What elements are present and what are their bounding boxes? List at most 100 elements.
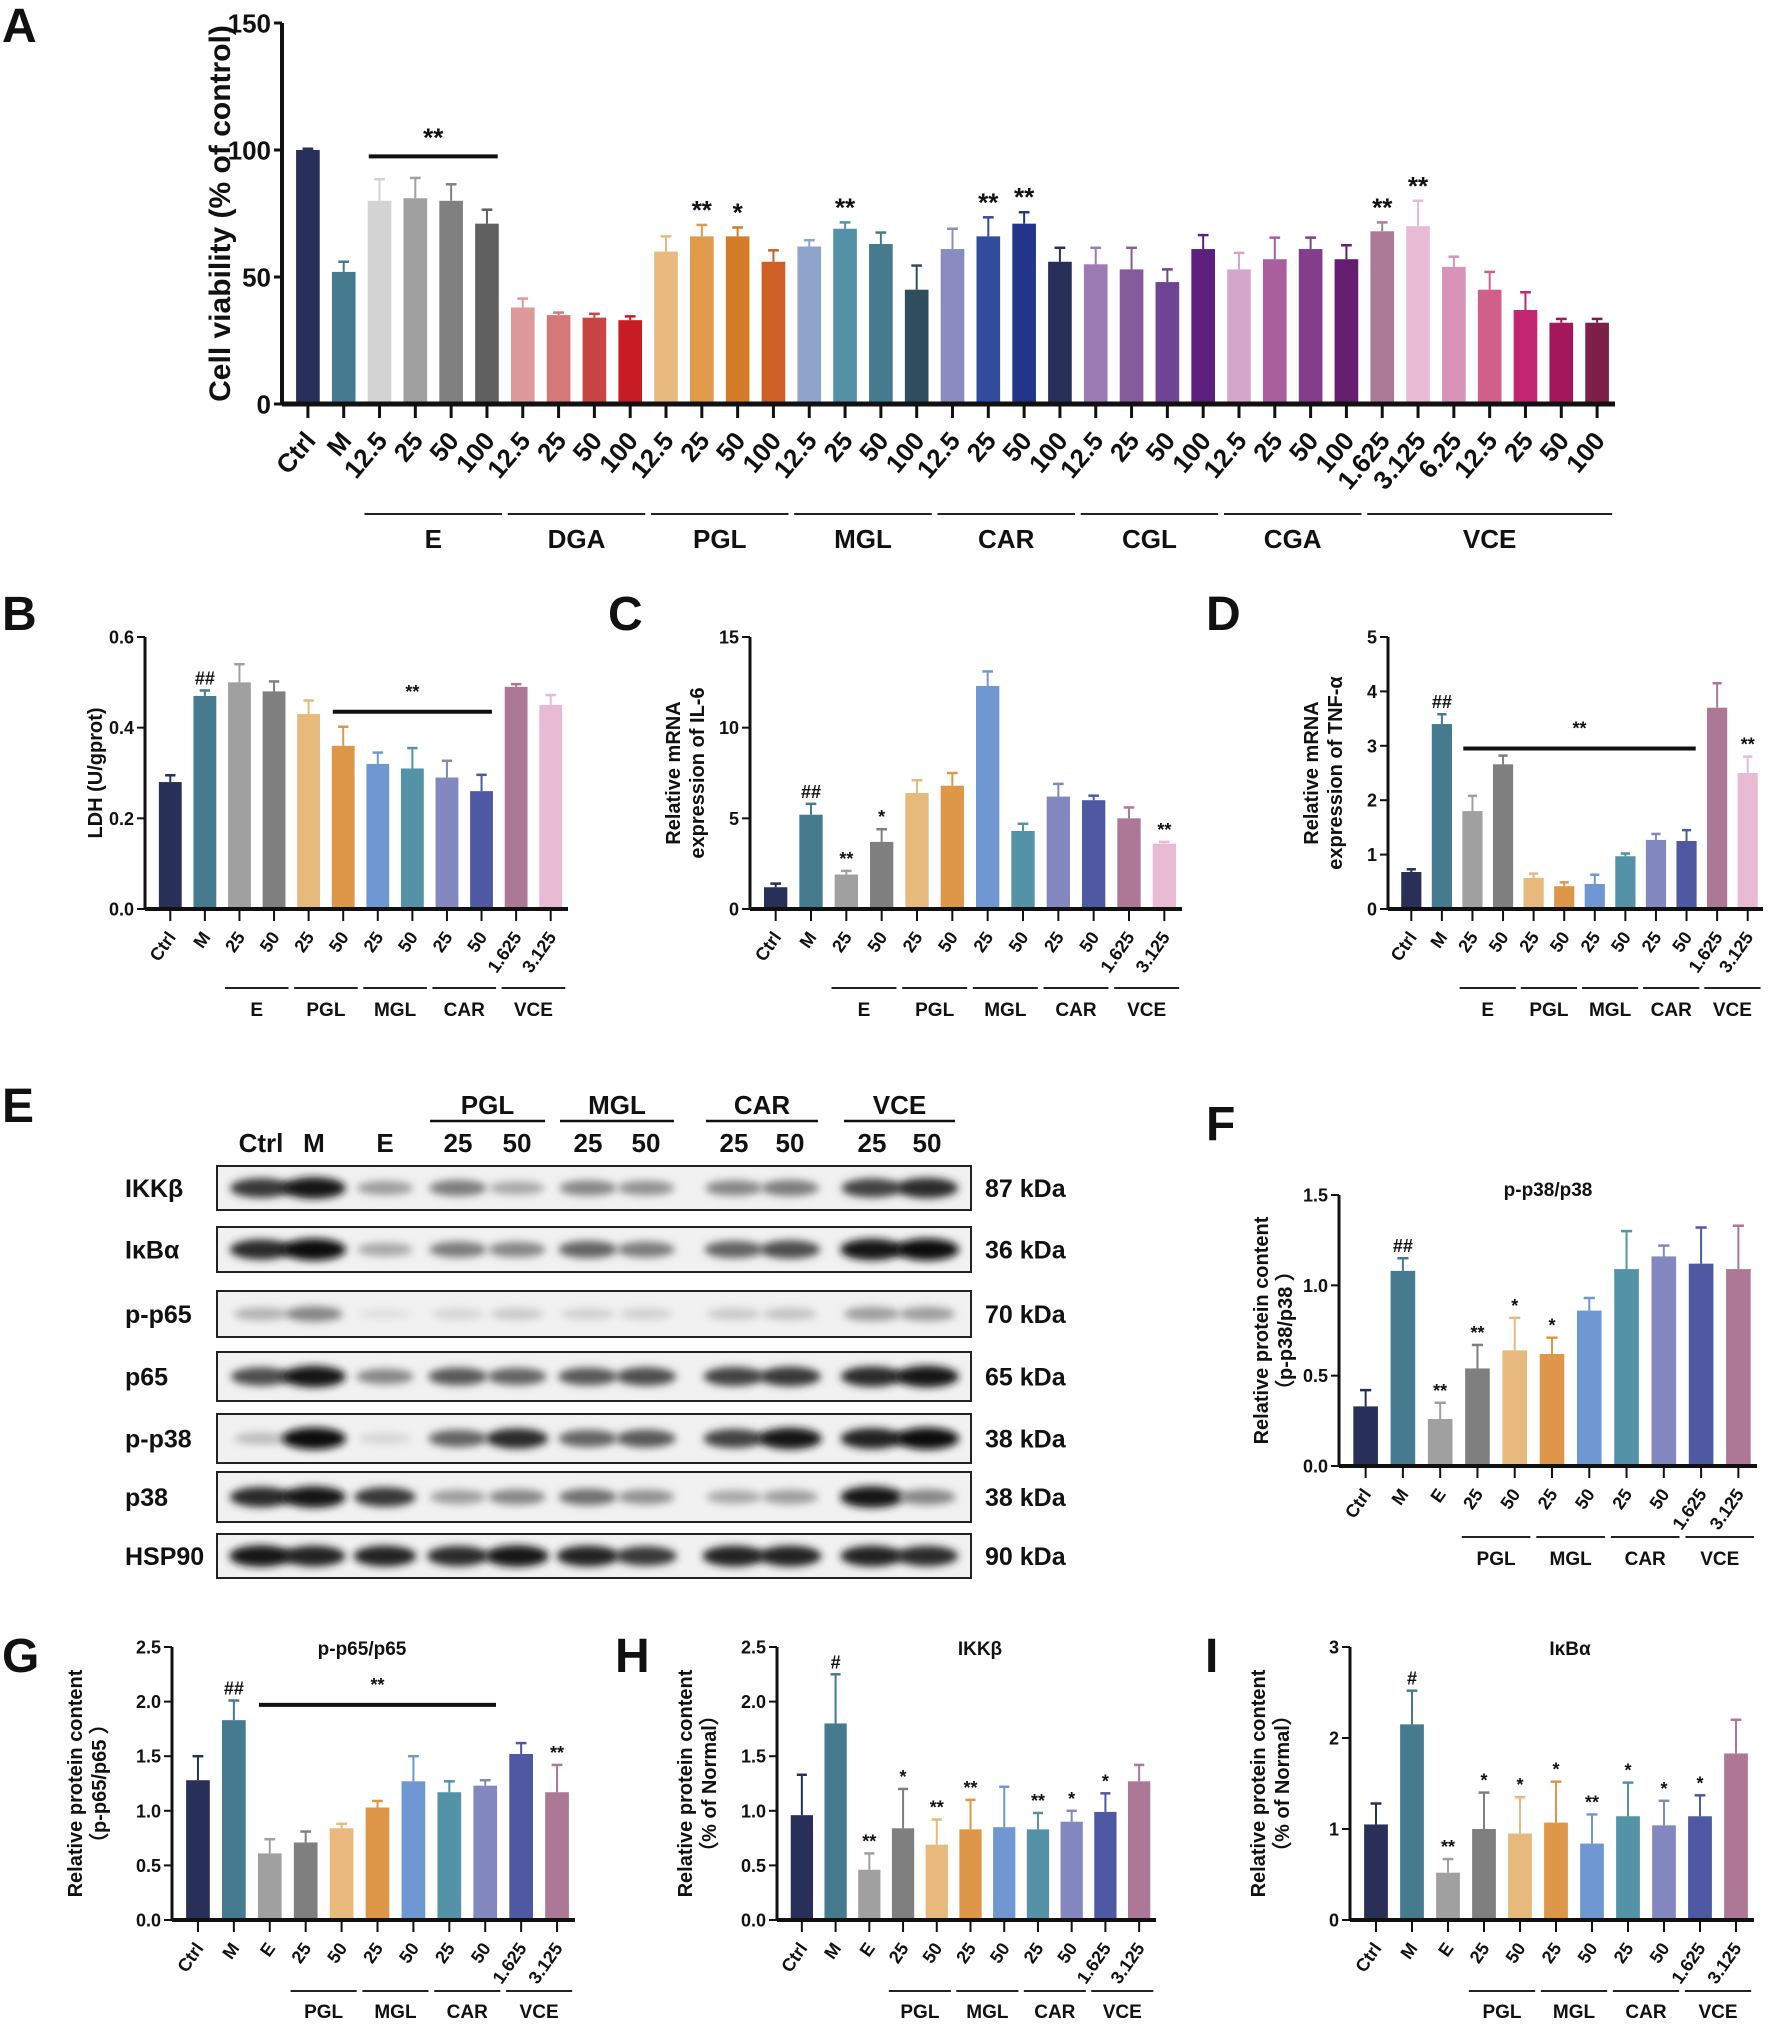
protein-band bbox=[840, 1238, 904, 1261]
x-tick-label: 50 bbox=[394, 928, 422, 956]
bar bbox=[870, 841, 894, 909]
significance-label: ## bbox=[801, 782, 821, 802]
y-tick-label: 0 bbox=[1367, 899, 1377, 919]
bar bbox=[1048, 261, 1072, 404]
group-label: CAR bbox=[978, 524, 1035, 554]
y-axis-label: expression of TNF-α bbox=[1325, 676, 1347, 870]
significance-label: ** bbox=[405, 682, 419, 702]
x-tick-label: 1.625 bbox=[1668, 1485, 1710, 1533]
bar bbox=[618, 320, 643, 404]
bar bbox=[257, 1853, 282, 1920]
protein-band bbox=[702, 1545, 766, 1567]
protein-band bbox=[615, 1367, 677, 1386]
blot-row-p38: p38 38 kDa bbox=[125, 1471, 1067, 1523]
y-tick-label: 15 bbox=[719, 627, 739, 647]
chart-title: IKKβ bbox=[958, 1639, 1002, 1660]
x-tick-label: Ctrl bbox=[173, 1939, 207, 1976]
bar bbox=[1406, 226, 1430, 404]
bar bbox=[1152, 843, 1176, 909]
x-tick-label: 25 bbox=[828, 928, 856, 956]
molecular-weight-label: 90 kDa bbox=[985, 1543, 1067, 1571]
bar bbox=[1554, 886, 1575, 909]
x-tick-label: M bbox=[218, 1939, 243, 1963]
y-tick-label: 0.0 bbox=[109, 899, 134, 919]
lane-group-label: PGL bbox=[461, 1090, 515, 1120]
protein-band bbox=[229, 1486, 293, 1508]
x-tick-label: 3.125 bbox=[524, 1939, 566, 1987]
protein-band bbox=[282, 1486, 346, 1508]
protein-band bbox=[703, 1367, 765, 1386]
group-label: CAR bbox=[1055, 1000, 1096, 1021]
x-tick-label: 25 bbox=[1534, 1485, 1562, 1513]
x-tick-label: 50 bbox=[863, 928, 891, 956]
y-tick-label: 3 bbox=[1329, 1637, 1339, 1657]
x-tick-label: 25 bbox=[674, 426, 716, 467]
blot-row-pp38: p-p38 38 kDa bbox=[125, 1413, 1067, 1464]
lane-group-label: CAR bbox=[734, 1090, 791, 1120]
bar bbox=[1614, 1269, 1639, 1466]
x-tick-label: 25 bbox=[1638, 928, 1666, 956]
bar bbox=[222, 1720, 246, 1920]
protein-band bbox=[485, 1428, 549, 1449]
x-tick-label: 50 bbox=[325, 928, 353, 956]
group-label: VCE bbox=[514, 1000, 553, 1021]
significance-label: ** bbox=[1433, 1381, 1447, 1401]
bar bbox=[1652, 1825, 1676, 1920]
protein-band bbox=[761, 1180, 819, 1196]
x-tick-label: 25 bbox=[899, 928, 927, 956]
bar bbox=[1508, 1833, 1532, 1920]
protein-band bbox=[487, 1367, 547, 1386]
x-tick-label: 25 bbox=[1515, 928, 1543, 956]
x-tick-label: 25 bbox=[221, 928, 249, 956]
bar bbox=[1645, 839, 1667, 909]
x-tick-label: 50 bbox=[467, 1939, 495, 1967]
x-tick-label: 25 bbox=[429, 928, 457, 956]
bar bbox=[1227, 269, 1251, 404]
group-label: PGL bbox=[306, 1000, 345, 1021]
significance-label: ** bbox=[1470, 1323, 1484, 1343]
protein-band bbox=[282, 1545, 346, 1567]
group-label: VCE bbox=[1127, 1000, 1166, 1021]
protein-band bbox=[895, 1545, 959, 1567]
bar bbox=[400, 768, 424, 909]
bar bbox=[1584, 883, 1605, 909]
bar bbox=[439, 200, 463, 404]
x-tick-label: 50 bbox=[934, 928, 962, 956]
x-tick-label: 25 bbox=[1459, 1485, 1487, 1513]
bar bbox=[1580, 1843, 1604, 1920]
bar bbox=[654, 251, 678, 404]
y-tick-label: 1.0 bbox=[136, 1801, 161, 1821]
bar bbox=[1117, 818, 1141, 909]
bar bbox=[834, 874, 858, 909]
bar bbox=[1011, 831, 1035, 909]
group-label: MGL bbox=[1589, 1000, 1632, 1021]
bar bbox=[193, 695, 217, 909]
y-tick-label: 1 bbox=[1329, 1819, 1339, 1839]
y-axis-label: Relative protein content bbox=[1248, 1669, 1270, 1897]
lane-label: 50 bbox=[632, 1128, 661, 1158]
bar bbox=[790, 1815, 813, 1920]
protein-band bbox=[616, 1429, 676, 1448]
bar bbox=[331, 271, 356, 404]
y-axis-label: Relative mRNA bbox=[1301, 701, 1323, 844]
group-label: MGL bbox=[834, 524, 892, 554]
bar bbox=[1477, 289, 1502, 404]
y-axis-label: （% of Normal） bbox=[1271, 1705, 1294, 1862]
x-tick-label: M bbox=[1397, 1939, 1422, 1963]
y-tick-label: 0.5 bbox=[1303, 1366, 1328, 1386]
significance-label: # bbox=[1407, 1669, 1417, 1689]
bar bbox=[940, 785, 964, 909]
y-axis-label: Relative protein content bbox=[675, 1669, 697, 1897]
protein-band bbox=[282, 1427, 346, 1450]
protein-band bbox=[353, 1545, 417, 1567]
bar bbox=[1094, 1811, 1117, 1920]
x-tick-label: 25 bbox=[359, 1939, 387, 1967]
y-axis-label: （p-p65/p65 ） bbox=[88, 1714, 111, 1853]
bar bbox=[1083, 264, 1108, 404]
group-label: PGL bbox=[304, 2002, 343, 2023]
y-tick-label: 0 bbox=[257, 389, 271, 419]
protein-band bbox=[841, 1178, 903, 1198]
panel-letter: A bbox=[2, 0, 37, 53]
